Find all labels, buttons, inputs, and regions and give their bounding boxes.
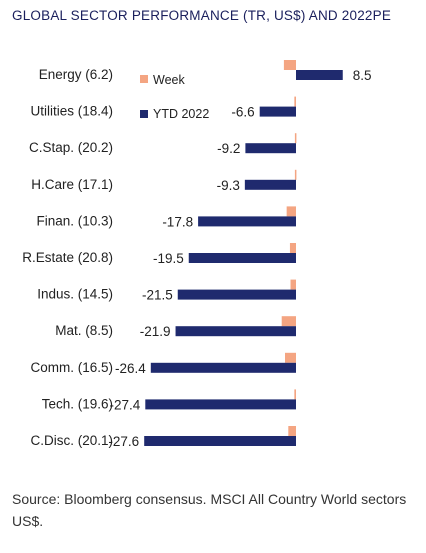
week-bar-utilities-18-4 [294, 96, 296, 107]
category-label-tech-19-6: Tech. (19.6) [42, 396, 113, 411]
ytd-value-label-h-care-17-1: -9.3 [217, 178, 240, 193]
category-label-indus-14-5: Indus. (14.5) [37, 287, 113, 302]
week-bar-r-estate-20-8 [289, 243, 296, 253]
ytd-value-label-c-disc-20-1: -27.6 [108, 434, 139, 449]
ytd-bar-c-disc-20-1 [144, 436, 296, 446]
category-label-comm-16-5: Comm. (16.5) [30, 360, 113, 375]
ytd-bar-h-care-17-1 [244, 179, 296, 190]
legend-week-swatch [140, 75, 148, 83]
ytd-bar-finan-10-3 [198, 216, 296, 227]
ytd-bar-utilities-18-4 [259, 106, 296, 117]
ytd-value-label-mat-8-5: -21.9 [140, 324, 171, 339]
week-bar-indus-14-5 [290, 279, 296, 290]
source-note: Source: Bloomberg consensus. MSCI All Co… [12, 491, 407, 529]
legend-ytd-label: YTD 2022 [153, 107, 209, 121]
ytd-value-label-indus-14-5: -21.5 [142, 288, 173, 303]
category-label-r-estate-20-8: R.Estate (20.8) [22, 250, 113, 265]
week-bar-h-care-17-1 [294, 169, 297, 180]
ytd-bar-r-estate-20-8 [188, 253, 296, 263]
week-bar-tech-19-6 [294, 389, 296, 400]
category-label-energy-6-2: Energy (6.2) [39, 67, 113, 82]
week-bar-energy-6-2 [283, 60, 296, 70]
week-bar-finan-10-3 [286, 206, 296, 217]
ytd-value-label-tech-19-6: -27.4 [110, 397, 141, 412]
category-label-mat-8-5: Mat. (8.5) [55, 323, 113, 338]
ytd-value-label-r-estate-20-8: -19.5 [153, 251, 184, 266]
ytd-bar-tech-19-6 [145, 399, 296, 410]
category-label-c-disc-20-1: C.Disc. (20.1) [30, 433, 113, 448]
week-bar-c-disc-20-1 [288, 426, 296, 436]
category-label-h-care-17-1: H.Care (17.1) [31, 177, 113, 192]
ytd-bar-indus-14-5 [177, 289, 296, 300]
ytd-bar-mat-8-5 [175, 326, 296, 337]
week-bar-c-stap-20-2 [294, 133, 297, 144]
legend-week-label: Week [153, 73, 185, 87]
ytd-value-label-c-stap-20-2: -9.2 [217, 141, 240, 156]
ytd-value-label-comm-16-5: -26.4 [115, 361, 146, 376]
ytd-value-label-utilities-18-4: -6.6 [231, 105, 254, 120]
ytd-bar-c-stap-20-2 [245, 143, 296, 154]
category-label-c-stap-20-2: C.Stap. (20.2) [29, 140, 113, 155]
legend: Week YTD 2022 [140, 73, 209, 121]
category-label-finan-10-3: Finan. (10.3) [36, 213, 113, 228]
chart-title: GLOBAL SECTOR PERFORMANCE (TR, US$) AND … [12, 8, 392, 23]
week-bar-mat-8-5 [281, 316, 296, 327]
category-label-utilities-18-4: Utilities (18.4) [30, 104, 113, 119]
ytd-bar-energy-6-2 [296, 70, 343, 80]
ytd-bar-comm-16-5 [150, 362, 296, 373]
ytd-value-label-energy-6-2: 8.5 [353, 68, 372, 83]
legend-ytd-swatch [140, 110, 148, 118]
ytd-value-label-finan-10-3: -17.8 [162, 214, 193, 229]
week-bar-comm-16-5 [285, 352, 296, 363]
